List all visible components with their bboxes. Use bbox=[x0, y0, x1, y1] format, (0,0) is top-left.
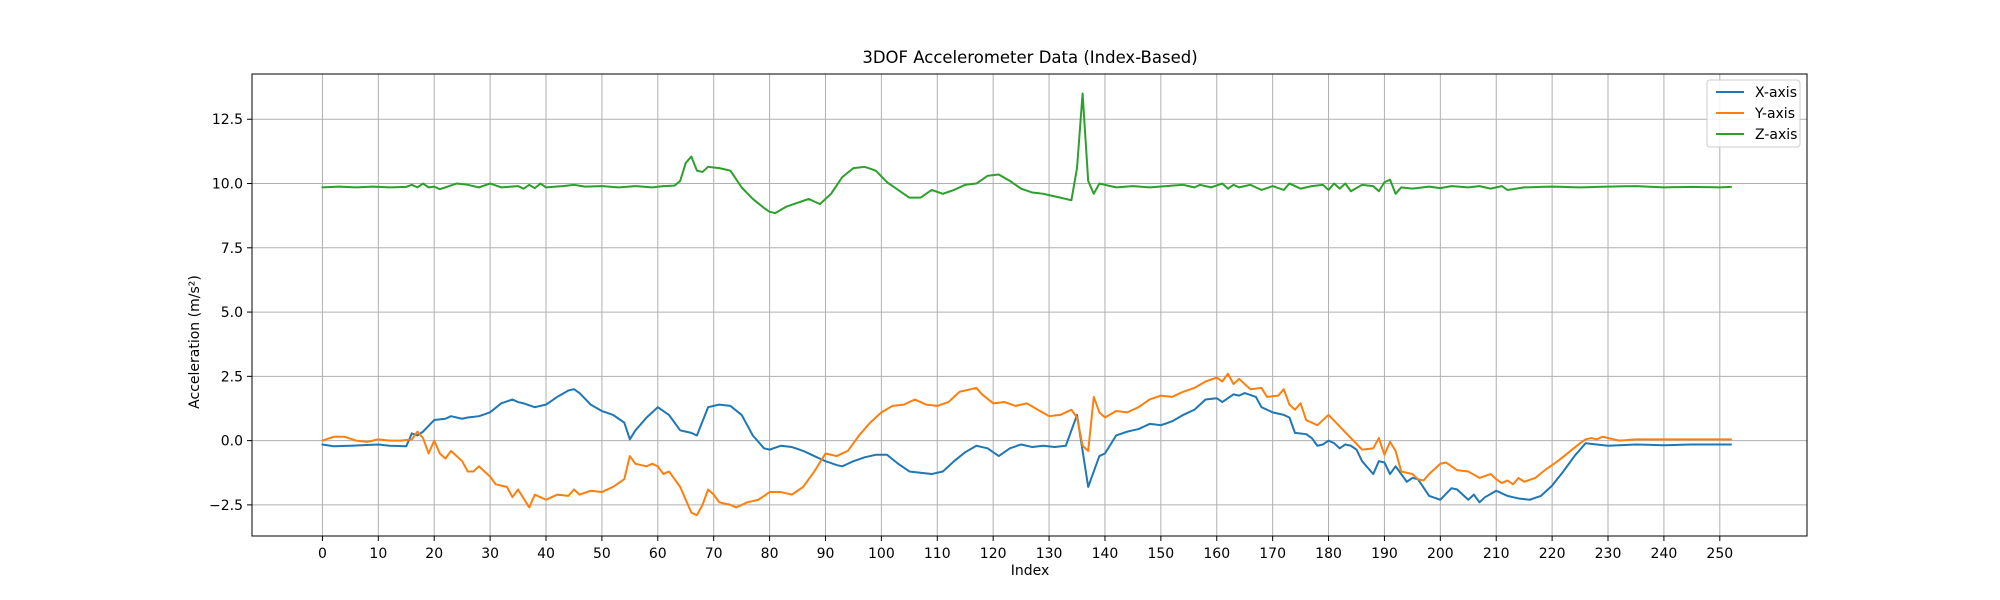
y-tick-label: 12.5 bbox=[212, 112, 243, 128]
x-tick-label: 130 bbox=[1036, 546, 1063, 562]
x-tick-label: 210 bbox=[1483, 546, 1510, 562]
y-tick-label: 2.5 bbox=[221, 369, 243, 385]
x-tick-label: 40 bbox=[537, 546, 555, 562]
x-tick-label: 150 bbox=[1147, 546, 1174, 562]
x-tick-label: 220 bbox=[1539, 546, 1566, 562]
y-tick-label: 7.5 bbox=[221, 241, 243, 257]
x-tick-label: 200 bbox=[1427, 546, 1454, 562]
legend-box bbox=[1706, 79, 1801, 148]
x-tick-label: 80 bbox=[761, 546, 779, 562]
x-tick-label: 110 bbox=[924, 546, 951, 562]
x-tick-label: 30 bbox=[481, 546, 499, 562]
y-tick-label: 5.0 bbox=[221, 305, 243, 321]
x-tick-label: 0 bbox=[318, 546, 327, 562]
x-axis-title: Index bbox=[1011, 563, 1050, 579]
x-tick-label: 230 bbox=[1595, 546, 1622, 562]
y-tick-label: −2.5 bbox=[209, 498, 243, 514]
chart-title: 3DOF Accelerometer Data (Index-Based) bbox=[862, 48, 1197, 67]
y-tick-label: 10.0 bbox=[212, 177, 243, 193]
x-tick-label: 20 bbox=[425, 546, 443, 562]
axis-ticks: 0 10 20 30 40 50 60 70 80 90 100 110 120 130 140 150 160… bbox=[209, 112, 1733, 562]
legend-label: Z-axis bbox=[1755, 127, 1797, 143]
x-tick-label: 120 bbox=[980, 546, 1007, 562]
y-axis-title: Acceleration (m/s²) bbox=[187, 275, 203, 409]
series-line-z-axis bbox=[321, 92, 1732, 215]
x-tick-label: 90 bbox=[817, 546, 835, 562]
legend: X-axis Y-axis Z-axis bbox=[1706, 79, 1801, 148]
y-tick-label: 0.0 bbox=[221, 434, 243, 450]
series-lines bbox=[321, 92, 1732, 517]
x-tick-label: 100 bbox=[868, 546, 895, 562]
x-tick-label: 50 bbox=[593, 546, 611, 562]
x-tick-label: 60 bbox=[649, 546, 667, 562]
x-tick-label: 240 bbox=[1651, 546, 1678, 562]
series-line-y-axis bbox=[321, 372, 1732, 517]
x-tick-label: 250 bbox=[1706, 546, 1733, 562]
x-tick-label: 190 bbox=[1371, 546, 1398, 562]
legend-label: Y-axis bbox=[1754, 106, 1795, 122]
x-tick-label: 180 bbox=[1315, 546, 1342, 562]
x-tick-label: 170 bbox=[1259, 546, 1286, 562]
series-line-x-axis bbox=[321, 388, 1732, 504]
grid-lines bbox=[252, 74, 1807, 536]
plot-frame bbox=[251, 73, 1808, 537]
x-tick-label: 140 bbox=[1092, 546, 1119, 562]
x-tick-label: 70 bbox=[705, 546, 723, 562]
x-tick-label: 10 bbox=[369, 546, 387, 562]
legend-label: X-axis bbox=[1755, 85, 1797, 101]
x-tick-label: 160 bbox=[1203, 546, 1230, 562]
